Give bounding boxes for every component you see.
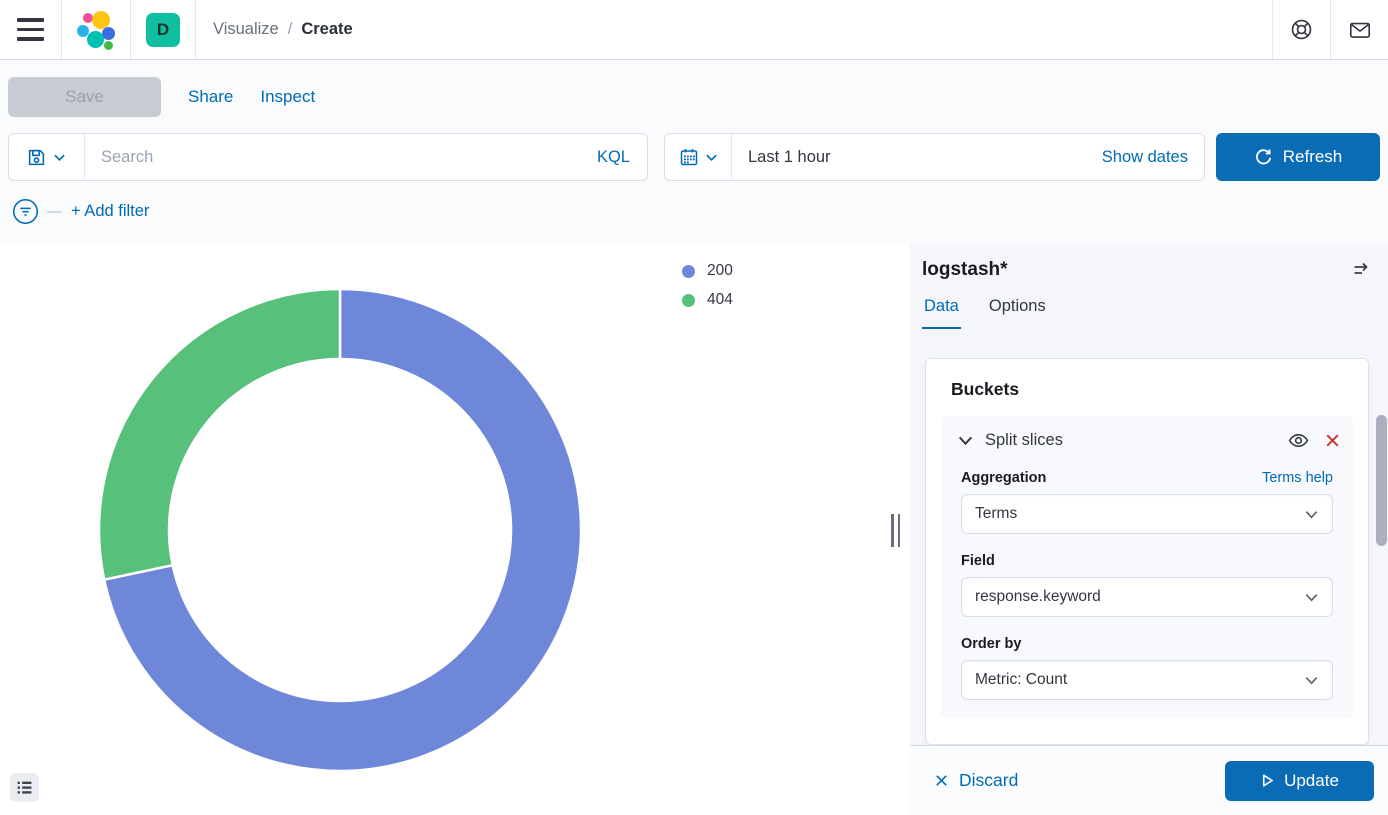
order-by-label: Order by xyxy=(961,636,1022,652)
lifebuoy-icon xyxy=(1291,19,1312,40)
divider xyxy=(195,0,196,59)
chevron-down-icon xyxy=(958,436,973,446)
tab-data[interactable]: Data xyxy=(922,297,961,329)
breadcrumb-separator: / xyxy=(287,20,293,38)
list-icon xyxy=(17,781,32,794)
calendar-icon xyxy=(680,149,697,166)
add-filter-button[interactable]: + Add filter xyxy=(71,202,150,220)
search-bar: KQL xyxy=(8,133,648,181)
donut-slice-200[interactable] xyxy=(102,287,583,773)
legend-label: 200 xyxy=(707,262,733,279)
visualization-editor-panel: logstash* Data Options Buckets xyxy=(910,243,1388,815)
inspect-button[interactable]: Inspect xyxy=(260,87,316,106)
time-range-button[interactable]: Last 1 hour xyxy=(732,148,847,167)
refresh-button[interactable]: Refresh xyxy=(1216,133,1380,181)
space-badge[interactable]: D xyxy=(146,12,180,47)
discard-button[interactable]: Discard xyxy=(934,770,1018,791)
refresh-icon xyxy=(1255,148,1271,164)
editor-tabs: Data Options xyxy=(922,297,1388,329)
toggle-visibility-button[interactable] xyxy=(1288,430,1309,451)
chevron-down-icon xyxy=(1305,510,1318,519)
kql-button[interactable]: KQL xyxy=(580,148,647,167)
chevron-down-icon xyxy=(1305,676,1318,685)
legend-toggle-button[interactable] xyxy=(10,773,39,802)
elastic-home-button[interactable] xyxy=(62,0,130,59)
share-button[interactable]: Share xyxy=(188,87,234,106)
chart-legend: 200 404 xyxy=(682,262,733,309)
saved-query-menu-button[interactable] xyxy=(9,134,85,180)
query-band: Save Share Inspect KQL xyxy=(0,61,1388,243)
search-input[interactable] xyxy=(85,134,580,180)
breadcrumb: Visualize / Create xyxy=(213,20,353,39)
field-label: Field xyxy=(961,553,995,569)
panel-resizer-handle[interactable] xyxy=(891,514,900,547)
save-button[interactable]: Save xyxy=(8,77,161,117)
hamburger-icon xyxy=(17,18,44,22)
index-pattern-title: logstash* xyxy=(922,259,1008,280)
play-icon xyxy=(1263,774,1274,787)
collapse-panel-button[interactable] xyxy=(1352,260,1372,280)
show-dates-button[interactable]: Show dates xyxy=(1086,148,1204,167)
divider xyxy=(1272,0,1273,59)
chevron-down-icon xyxy=(705,154,717,161)
split-slices-toggle[interactable] xyxy=(953,432,974,449)
eye-icon xyxy=(1288,434,1309,447)
save-icon xyxy=(28,149,45,165)
donut-slice-404[interactable] xyxy=(97,287,342,581)
filter-divider xyxy=(47,210,62,213)
legend-item-200[interactable]: 200 xyxy=(682,262,733,280)
divider xyxy=(61,0,62,59)
split-slices-label: Split slices xyxy=(985,431,1063,449)
filter-icon xyxy=(12,198,39,225)
legend-label: 404 xyxy=(707,291,733,308)
date-picker-menu-button[interactable] xyxy=(665,134,732,180)
newsfeed-button[interactable] xyxy=(1331,0,1388,59)
elastic-logo-icon xyxy=(77,10,115,50)
query-bar: KQL L xyxy=(8,133,1380,181)
editor-footer: Discard Update xyxy=(910,745,1388,815)
filter-menu-button[interactable] xyxy=(12,198,39,225)
buckets-panel: Buckets Split slices xyxy=(925,358,1369,745)
breadcrumb-visualize[interactable]: Visualize xyxy=(213,20,279,38)
divider xyxy=(1330,0,1331,59)
divider xyxy=(130,0,131,59)
close-icon xyxy=(936,775,947,786)
filter-bar: + Add filter xyxy=(12,198,149,225)
remove-bucket-button[interactable] xyxy=(1324,432,1341,449)
breadcrumb-create: Create xyxy=(301,20,353,38)
split-slices-accordion: Split slices xyxy=(941,416,1353,718)
field-select[interactable]: response.keyword xyxy=(961,577,1333,617)
top-nav: D Visualize / Create xyxy=(0,0,1388,60)
chevron-down-icon xyxy=(1305,593,1318,602)
chevron-down-icon xyxy=(54,154,65,161)
date-picker: Last 1 hour Show dates xyxy=(664,133,1205,181)
visualization-canvas: 200 404 xyxy=(0,243,910,815)
tab-options[interactable]: Options xyxy=(987,297,1048,329)
order-by-select[interactable]: Metric: Count xyxy=(961,660,1333,700)
terms-help-link[interactable]: Terms help xyxy=(1262,470,1333,486)
legend-item-404[interactable]: 404 xyxy=(682,291,733,309)
close-icon xyxy=(1326,434,1339,447)
buckets-heading: Buckets xyxy=(951,379,1020,399)
scrollbar-thumb[interactable] xyxy=(1376,415,1387,546)
action-bar: Save Share Inspect xyxy=(8,77,315,117)
aggregation-select[interactable]: Terms xyxy=(961,494,1333,534)
legend-swatch-icon xyxy=(682,264,695,278)
mail-icon xyxy=(1349,22,1370,38)
menu-toggle-button[interactable] xyxy=(0,0,61,59)
aggregation-label: Aggregation xyxy=(961,470,1047,486)
donut-chart[interactable] xyxy=(0,243,890,815)
menu-right-icon xyxy=(1354,262,1368,274)
update-button[interactable]: Update xyxy=(1225,760,1374,801)
legend-swatch-icon xyxy=(682,293,695,307)
help-button[interactable] xyxy=(1273,0,1330,59)
